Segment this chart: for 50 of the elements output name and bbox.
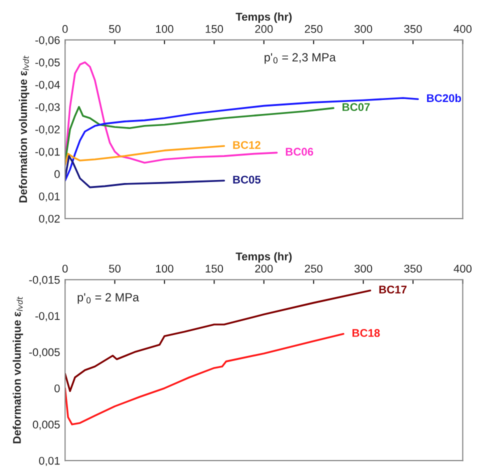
- y-tick-label: 0,01: [39, 456, 60, 466]
- x-tick-label: 200: [255, 264, 273, 273]
- x-tick-label: 300: [354, 264, 372, 273]
- line-series: [65, 333, 344, 426]
- y-tick-label: -0,03: [35, 103, 60, 112]
- x-tick-label: 300: [354, 25, 372, 33]
- x-tick-label: 250: [304, 25, 322, 33]
- x-tick-label: 350: [404, 25, 422, 33]
- series-label: BC20b: [427, 94, 462, 102]
- x-tick-label: 0: [62, 25, 68, 33]
- y-tick-label: 0,02: [39, 214, 60, 224]
- series-label: BC05: [233, 176, 261, 184]
- x-axis-title: Temps (hr): [236, 252, 292, 263]
- x-tick-label: 400: [454, 264, 472, 273]
- y-tick-label: 0: [54, 170, 60, 178]
- x-tick-label: 50: [109, 264, 121, 273]
- annotation: p'$_{0}$ = 2 MPa: [78, 293, 140, 304]
- x-tick-label: 150: [206, 264, 224, 273]
- x-tick-label: 350: [404, 264, 422, 273]
- y-tick-label: -0,05: [35, 58, 60, 68]
- series-label: BC18: [352, 329, 380, 337]
- y-axis-title: Deformation volumique ε$_{lvdt}$: [18, 56, 30, 202]
- y-tick-label: -0,04: [35, 80, 60, 90]
- y-tick-label: 0,01: [39, 192, 60, 202]
- series-label: BC12: [233, 141, 260, 149]
- line-series: [65, 97, 419, 182]
- x-tick-label: 50: [109, 25, 121, 33]
- line-series: [65, 145, 226, 166]
- y-tick-label: 0,005: [32, 420, 60, 430]
- series-label: BC07: [342, 103, 370, 112]
- line-series: [65, 155, 226, 188]
- y-tick-label: -0,06: [35, 36, 60, 46]
- y-tick-label: 0: [54, 384, 60, 392]
- x-tick-label: 150: [206, 25, 224, 33]
- series-label: BC17: [379, 286, 407, 294]
- series-label: BC06: [286, 148, 314, 156]
- y-tick-label: -0,01: [35, 148, 60, 158]
- y-tick-label: -0,02: [35, 126, 60, 135]
- x-tick-label: 100: [156, 264, 174, 273]
- x-tick-label: 250: [304, 264, 322, 273]
- y-axis-title: Deformation volumique ε$_{lvdt}$: [12, 296, 24, 444]
- x-tick-label: 100: [156, 25, 174, 33]
- y-tick-label: -0,015: [29, 276, 60, 286]
- annotation: p'$_{0}$ = 2,3 MPa: [264, 53, 336, 64]
- y-tick-label: -0,01: [35, 312, 60, 322]
- x-axis-title: Temps (hr): [236, 12, 292, 23]
- y-tick-label: -0,005: [29, 348, 60, 358]
- x-tick-label: 400: [454, 25, 472, 33]
- x-tick-label: 0: [62, 264, 68, 273]
- x-tick-label: 200: [255, 25, 273, 33]
